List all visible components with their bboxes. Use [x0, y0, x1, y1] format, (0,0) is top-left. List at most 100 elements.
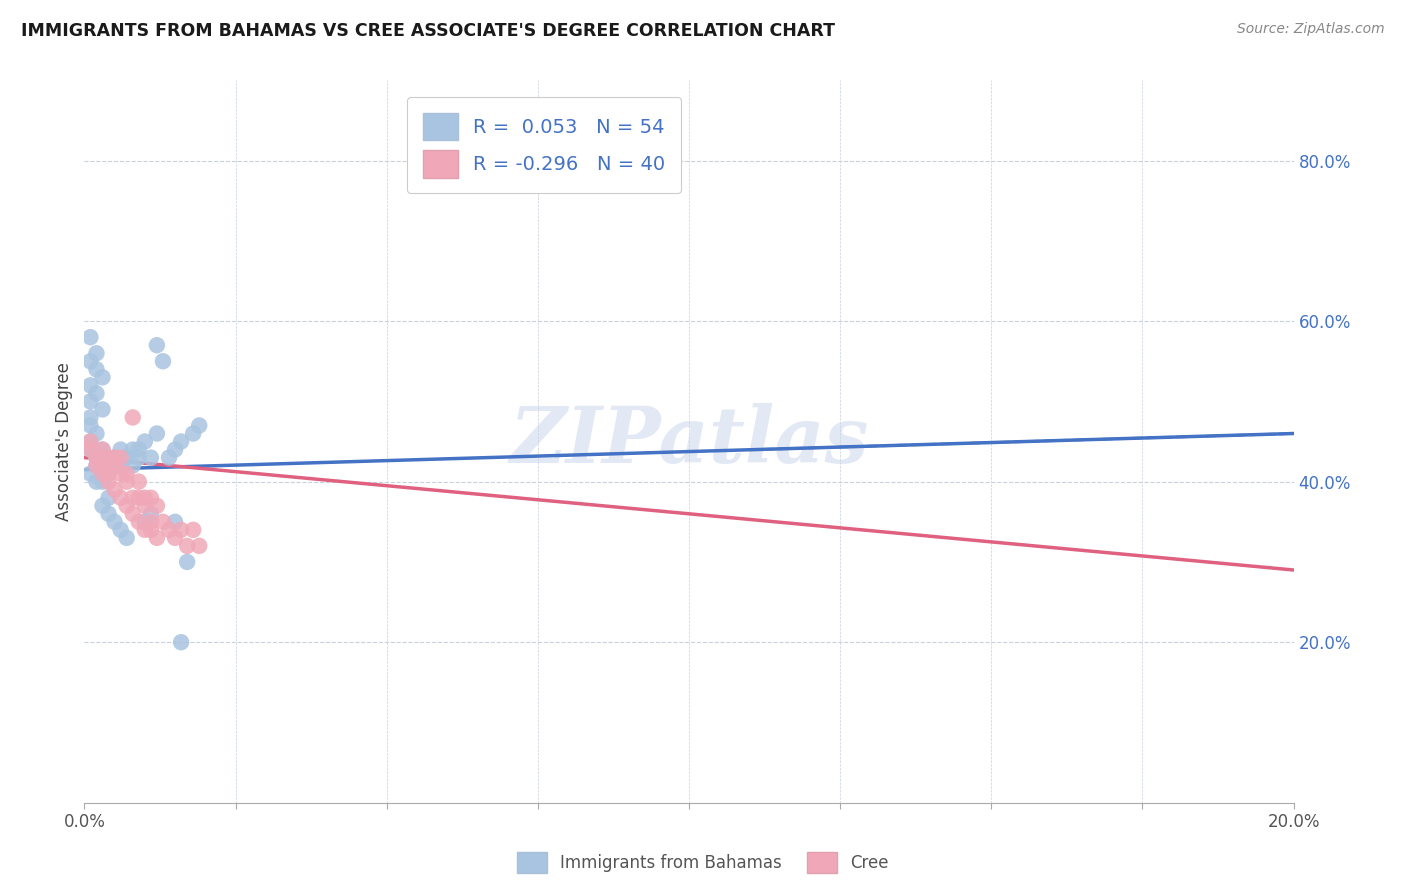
- Point: [91, 458, 114, 473]
- Point: [157, 450, 180, 465]
- Point: [79, 394, 101, 409]
- Point: [86, 346, 108, 360]
- Point: [128, 442, 150, 457]
- Point: [146, 499, 169, 513]
- Point: [181, 426, 204, 441]
- Point: [115, 467, 138, 481]
- Point: [115, 531, 138, 545]
- Point: [104, 450, 127, 465]
- Point: [115, 475, 138, 489]
- Point: [104, 450, 127, 465]
- Point: [91, 442, 114, 457]
- Point: [97, 507, 120, 521]
- Point: [146, 531, 169, 545]
- Point: [110, 467, 132, 481]
- Point: [139, 491, 162, 505]
- Point: [121, 442, 143, 457]
- Y-axis label: Associate's Degree: Associate's Degree: [55, 362, 73, 521]
- Point: [128, 475, 150, 489]
- Text: Source: ZipAtlas.com: Source: ZipAtlas.com: [1237, 22, 1385, 37]
- Point: [139, 450, 162, 465]
- Point: [170, 635, 193, 649]
- Point: [104, 458, 127, 473]
- Point: [188, 418, 211, 433]
- Point: [134, 523, 156, 537]
- Point: [134, 499, 156, 513]
- Point: [121, 507, 143, 521]
- Point: [97, 450, 120, 465]
- Point: [97, 467, 120, 481]
- Point: [165, 515, 187, 529]
- Point: [86, 475, 108, 489]
- Point: [97, 475, 120, 489]
- Point: [165, 531, 187, 545]
- Point: [139, 507, 162, 521]
- Point: [86, 450, 108, 465]
- Point: [128, 491, 150, 505]
- Point: [121, 458, 143, 473]
- Point: [91, 402, 114, 417]
- Point: [79, 354, 101, 368]
- Point: [104, 458, 127, 473]
- Text: ZIPatlas: ZIPatlas: [509, 403, 869, 480]
- Point: [79, 410, 101, 425]
- Point: [91, 499, 114, 513]
- Point: [97, 450, 120, 465]
- Point: [110, 450, 132, 465]
- Point: [86, 426, 108, 441]
- Point: [91, 458, 114, 473]
- Point: [104, 483, 127, 497]
- Point: [91, 442, 114, 457]
- Legend: Immigrants from Bahamas, Cree: Immigrants from Bahamas, Cree: [510, 846, 896, 880]
- Point: [110, 442, 132, 457]
- Point: [79, 330, 101, 344]
- Point: [79, 442, 101, 457]
- Point: [121, 491, 143, 505]
- Point: [86, 362, 108, 376]
- Point: [91, 450, 114, 465]
- Point: [188, 539, 211, 553]
- Point: [134, 434, 156, 449]
- Point: [79, 434, 101, 449]
- Point: [165, 442, 187, 457]
- Point: [79, 378, 101, 392]
- Point: [86, 386, 108, 401]
- Point: [181, 523, 204, 537]
- Point: [121, 410, 143, 425]
- Point: [79, 434, 101, 449]
- Point: [115, 499, 138, 513]
- Point: [110, 523, 132, 537]
- Point: [79, 467, 101, 481]
- Point: [139, 523, 162, 537]
- Point: [146, 426, 169, 441]
- Point: [170, 523, 193, 537]
- Point: [91, 475, 114, 489]
- Point: [139, 515, 162, 529]
- Point: [128, 515, 150, 529]
- Point: [134, 491, 156, 505]
- Point: [91, 370, 114, 384]
- Point: [97, 491, 120, 505]
- Point: [86, 458, 108, 473]
- Point: [176, 539, 198, 553]
- Point: [86, 450, 108, 465]
- Legend: R =  0.053   N = 54, R = -0.296   N = 40: R = 0.053 N = 54, R = -0.296 N = 40: [406, 97, 681, 193]
- Point: [152, 515, 174, 529]
- Point: [79, 418, 101, 433]
- Point: [86, 458, 108, 473]
- Point: [176, 555, 198, 569]
- Point: [110, 491, 132, 505]
- Point: [115, 450, 138, 465]
- Point: [170, 434, 193, 449]
- Point: [146, 338, 169, 352]
- Point: [152, 354, 174, 368]
- Text: IMMIGRANTS FROM BAHAMAS VS CREE ASSOCIATE'S DEGREE CORRELATION CHART: IMMIGRANTS FROM BAHAMAS VS CREE ASSOCIAT…: [21, 22, 835, 40]
- Point: [128, 450, 150, 465]
- Point: [134, 515, 156, 529]
- Point: [97, 467, 120, 481]
- Point: [110, 458, 132, 473]
- Point: [104, 515, 127, 529]
- Point: [91, 467, 114, 481]
- Point: [157, 523, 180, 537]
- Point: [79, 442, 101, 457]
